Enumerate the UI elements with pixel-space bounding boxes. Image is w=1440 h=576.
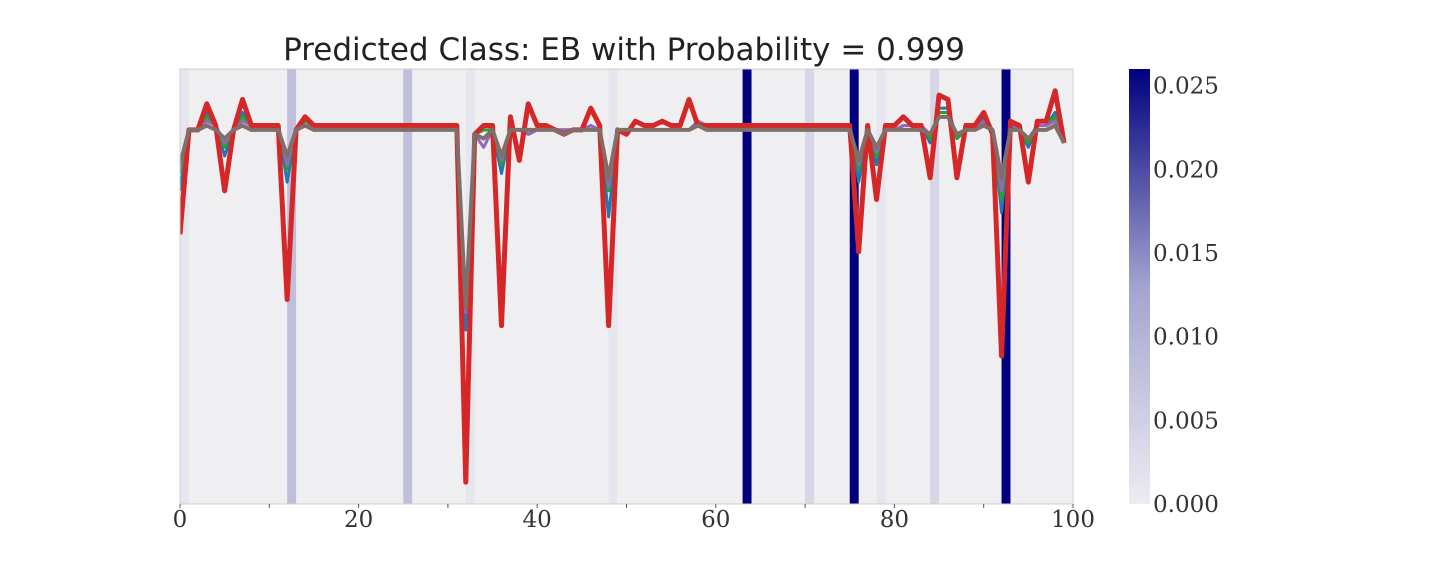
chart-title: Predicted Class: EB with Probability = 0…	[283, 32, 965, 68]
attribution-band	[742, 69, 752, 504]
attribution-band	[930, 69, 940, 504]
x-tick-label: 80	[880, 507, 909, 533]
series-line-5	[180, 114, 1066, 311]
attribution-band	[403, 69, 413, 504]
attribution-band	[805, 69, 815, 504]
attribution-band	[876, 69, 886, 504]
series-line-4	[180, 88, 1067, 485]
x-tick-label: 100	[1051, 507, 1095, 533]
colorbar-tick-label: 0.020	[1153, 157, 1219, 183]
attribution-band	[287, 69, 297, 504]
attribution-band	[849, 69, 859, 504]
colorbar-tick-label: 0.025	[1153, 74, 1219, 100]
colorbar-tick-label: 0.015	[1153, 241, 1219, 267]
colorbar	[1129, 69, 1150, 504]
x-axis: 0 20 40 60 80 100	[173, 504, 1095, 533]
x-tick-label: 20	[344, 507, 373, 533]
x-tick-label: 40	[523, 507, 552, 533]
colorbar-ticks: 0.000 0.005 0.010 0.015 0.020 0.025	[1153, 74, 1219, 518]
x-tick-label: 60	[701, 507, 730, 533]
colorbar-tick-label: 0.005	[1153, 408, 1219, 434]
attribution-band	[180, 69, 189, 504]
x-tick-label: 0	[173, 507, 188, 533]
colorbar-tick-label: 0.000	[1153, 492, 1219, 518]
series-lines	[180, 88, 1067, 485]
colorbar-tick-label: 0.010	[1153, 325, 1219, 351]
attribution-band	[608, 69, 618, 504]
